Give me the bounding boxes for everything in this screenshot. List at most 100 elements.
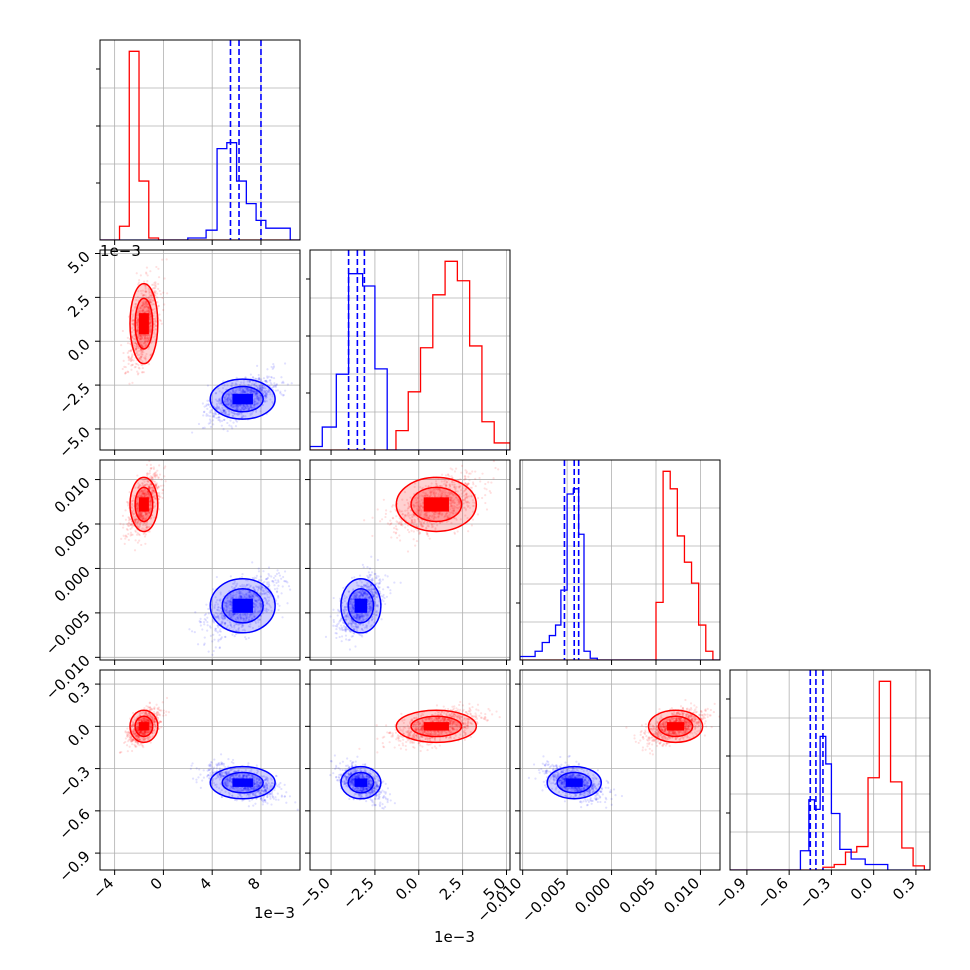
sample-point bbox=[240, 405, 243, 408]
sample-point bbox=[239, 591, 242, 594]
sample-point bbox=[433, 513, 436, 516]
sample-point bbox=[232, 412, 236, 415]
sample-point bbox=[253, 588, 257, 592]
sample-point bbox=[148, 311, 151, 315]
sample-point bbox=[217, 405, 220, 408]
panel-frame bbox=[99, 39, 301, 241]
sample-point bbox=[152, 332, 155, 335]
sample-point bbox=[215, 406, 219, 409]
sample-point bbox=[148, 336, 151, 339]
sample-point bbox=[224, 604, 227, 607]
sample-point bbox=[218, 618, 221, 621]
sample-point bbox=[228, 410, 231, 413]
sample-point bbox=[408, 531, 411, 534]
sample-point bbox=[206, 399, 209, 402]
sample-point bbox=[144, 310, 147, 313]
sample-point bbox=[144, 344, 147, 347]
sample-point bbox=[230, 384, 234, 388]
sample-point bbox=[453, 486, 456, 489]
sample-point bbox=[441, 490, 444, 493]
sample-point bbox=[449, 511, 452, 514]
sample-point bbox=[240, 616, 243, 619]
sample-point bbox=[154, 485, 158, 488]
sample-point bbox=[228, 391, 231, 394]
sample-point bbox=[228, 611, 231, 614]
sample-point bbox=[149, 295, 152, 298]
sample-point bbox=[141, 337, 144, 340]
sample-point bbox=[450, 499, 453, 502]
sample-point bbox=[237, 623, 240, 627]
sample-point bbox=[243, 408, 246, 412]
sample-point bbox=[138, 356, 142, 359]
sample-point bbox=[229, 624, 233, 627]
sample-point bbox=[251, 595, 254, 598]
sample-point bbox=[287, 585, 291, 588]
sample-point bbox=[439, 489, 442, 492]
sample-point bbox=[434, 491, 438, 495]
sample-point bbox=[247, 594, 251, 597]
sample-point bbox=[217, 626, 220, 629]
sample-point bbox=[222, 408, 225, 412]
sample-point bbox=[217, 638, 220, 641]
sample-point bbox=[458, 506, 461, 509]
sample-point bbox=[153, 516, 156, 519]
sample-point bbox=[137, 512, 140, 515]
sample-point bbox=[135, 346, 138, 349]
sample-point bbox=[145, 516, 148, 519]
sample-point bbox=[201, 402, 204, 405]
sample-point bbox=[216, 612, 219, 615]
sample-point bbox=[230, 609, 233, 613]
sample-point bbox=[425, 514, 428, 517]
sample-point bbox=[245, 595, 248, 598]
sample-point bbox=[136, 497, 139, 500]
sample-point bbox=[129, 350, 132, 353]
sample-point bbox=[145, 296, 148, 299]
sample-point bbox=[144, 517, 148, 520]
sample-point bbox=[256, 392, 259, 395]
sample-point bbox=[227, 600, 230, 603]
sample-point bbox=[258, 598, 261, 602]
sample-point bbox=[158, 508, 161, 511]
sample-point bbox=[139, 490, 143, 493]
sample-point bbox=[261, 388, 264, 391]
sample-point bbox=[242, 624, 245, 627]
sample-point bbox=[244, 636, 247, 639]
sample-point bbox=[134, 530, 137, 533]
sample-point bbox=[153, 491, 156, 495]
sample-point bbox=[437, 495, 441, 498]
sample-point bbox=[139, 274, 142, 277]
sample-point bbox=[124, 509, 127, 512]
sample-point bbox=[147, 491, 150, 494]
sample-point bbox=[134, 518, 137, 521]
sample-point bbox=[452, 483, 455, 486]
sample-point bbox=[236, 612, 239, 615]
sample-point bbox=[225, 626, 228, 629]
sample-point bbox=[131, 381, 134, 384]
sample-point bbox=[142, 491, 146, 495]
sample-point bbox=[241, 389, 244, 392]
sample-point bbox=[448, 483, 451, 486]
sample-point bbox=[240, 595, 243, 598]
sample-point bbox=[240, 625, 243, 629]
sample-point bbox=[140, 543, 143, 547]
sample-point bbox=[138, 309, 141, 312]
sample-point bbox=[258, 378, 261, 382]
sample-point bbox=[248, 389, 251, 392]
sample-point bbox=[127, 355, 130, 358]
sample-point bbox=[405, 498, 409, 502]
sample-point bbox=[432, 517, 435, 521]
sample-point bbox=[423, 515, 426, 518]
sample-point bbox=[229, 623, 233, 626]
sample-point bbox=[428, 537, 431, 540]
sample-point bbox=[257, 377, 261, 381]
sample-point bbox=[450, 475, 453, 478]
sample-point bbox=[207, 422, 210, 425]
sample-point bbox=[391, 505, 394, 508]
sample-point bbox=[136, 329, 139, 332]
sample-point bbox=[409, 509, 412, 512]
sample-point bbox=[140, 336, 144, 339]
sample-point bbox=[152, 489, 155, 492]
sample-point bbox=[416, 512, 419, 515]
sample-point bbox=[223, 384, 226, 387]
